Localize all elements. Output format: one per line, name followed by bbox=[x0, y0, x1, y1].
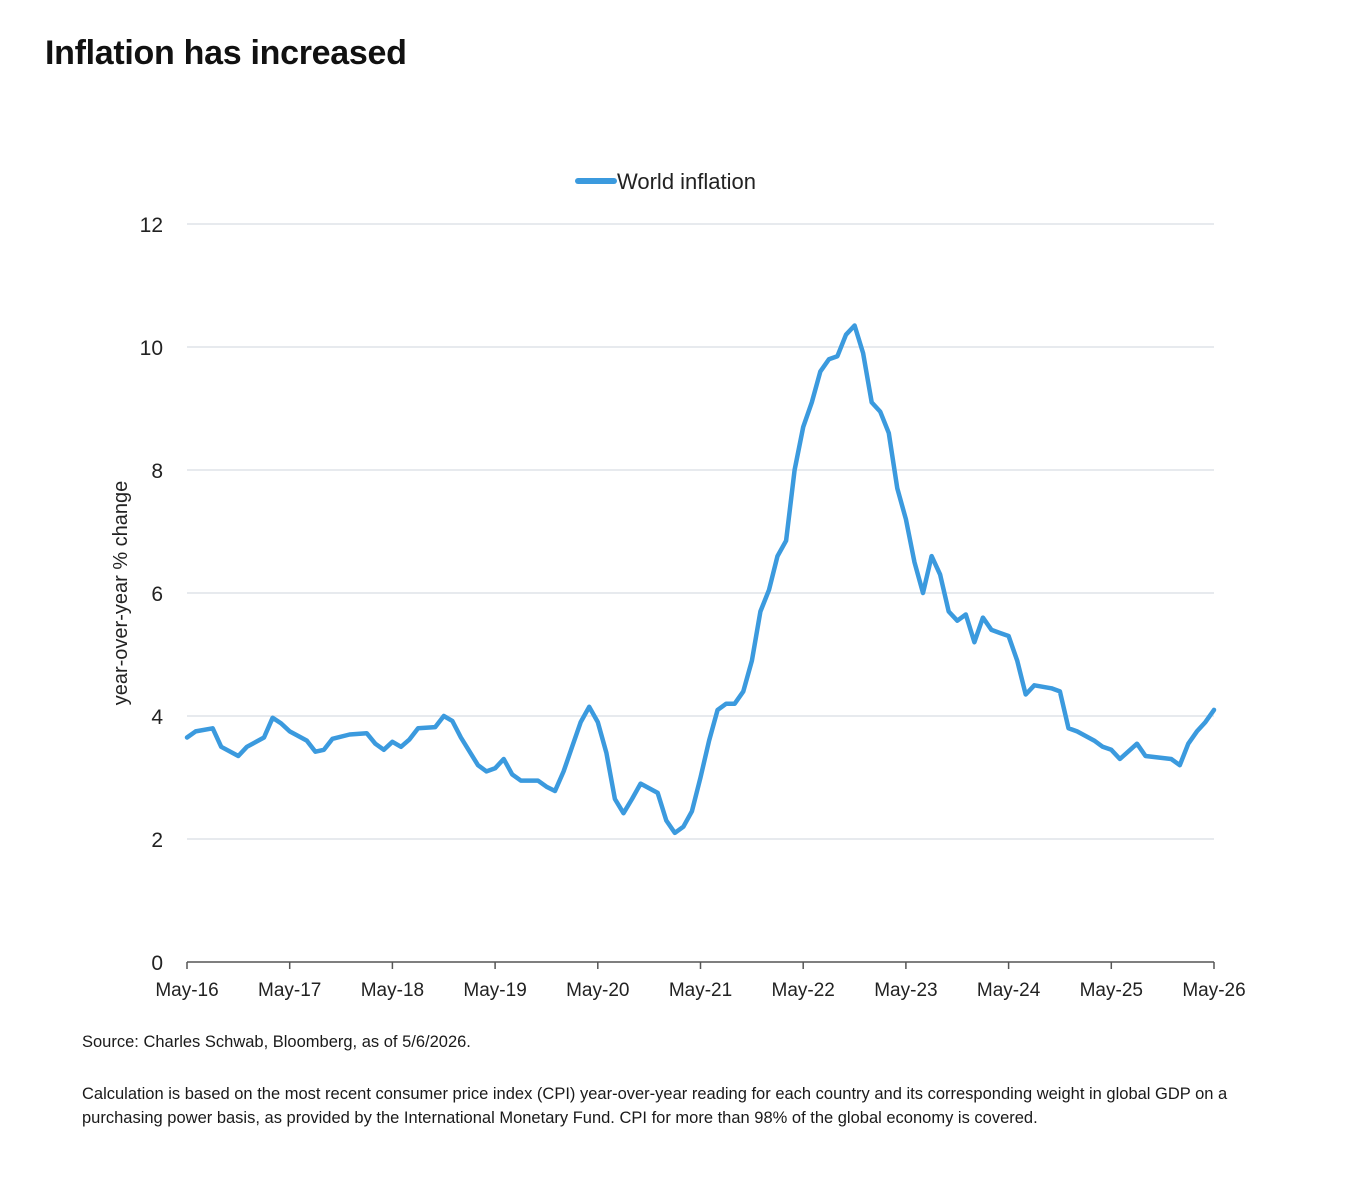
x-tick-label: May-21 bbox=[669, 980, 732, 1001]
chart-legend: World inflation bbox=[575, 169, 756, 194]
x-tick-label: May-20 bbox=[566, 980, 629, 1001]
y-tick-label: 2 bbox=[151, 829, 163, 852]
x-tick-label: May-24 bbox=[977, 980, 1041, 1001]
x-tick-label: May-25 bbox=[1080, 980, 1143, 1001]
legend-label-world-inflation: World inflation bbox=[617, 169, 756, 194]
methodology-footnote: Calculation is based on the most recent … bbox=[82, 1085, 1228, 1127]
y-axis-title: year-over-year % change bbox=[110, 481, 132, 706]
series-line-world-inflation bbox=[184, 323, 1217, 836]
y-tick-label: 4 bbox=[151, 706, 163, 729]
x-axis: May-16 May-17 May-18 May-19 May-20 May-21 May-… bbox=[155, 961, 1246, 1001]
y-tick-label: 0 bbox=[151, 952, 163, 975]
x-tick-label: May-26 bbox=[1182, 980, 1245, 1001]
x-tick-label: May-22 bbox=[772, 980, 835, 1001]
y-tick-label: 10 bbox=[140, 337, 163, 360]
x-tick-label: May-17 bbox=[258, 980, 321, 1001]
x-tick-label: May-18 bbox=[361, 980, 424, 1001]
y-tick-label: 12 bbox=[140, 214, 163, 237]
x-tick-label: May-16 bbox=[155, 980, 218, 1001]
source-note: Source: Charles Schwab, Bloomberg, as of… bbox=[82, 1033, 471, 1051]
x-tick-label: May-23 bbox=[874, 980, 937, 1001]
x-tick-label: May-19 bbox=[463, 980, 526, 1001]
page-title: Inflation has increased bbox=[45, 34, 407, 72]
chart-gridlines bbox=[187, 223, 1214, 840]
y-axis-tick-labels: 0 2 4 6 8 10 12 bbox=[140, 214, 164, 975]
y-tick-label: 6 bbox=[151, 583, 163, 606]
y-tick-label: 8 bbox=[151, 460, 163, 483]
